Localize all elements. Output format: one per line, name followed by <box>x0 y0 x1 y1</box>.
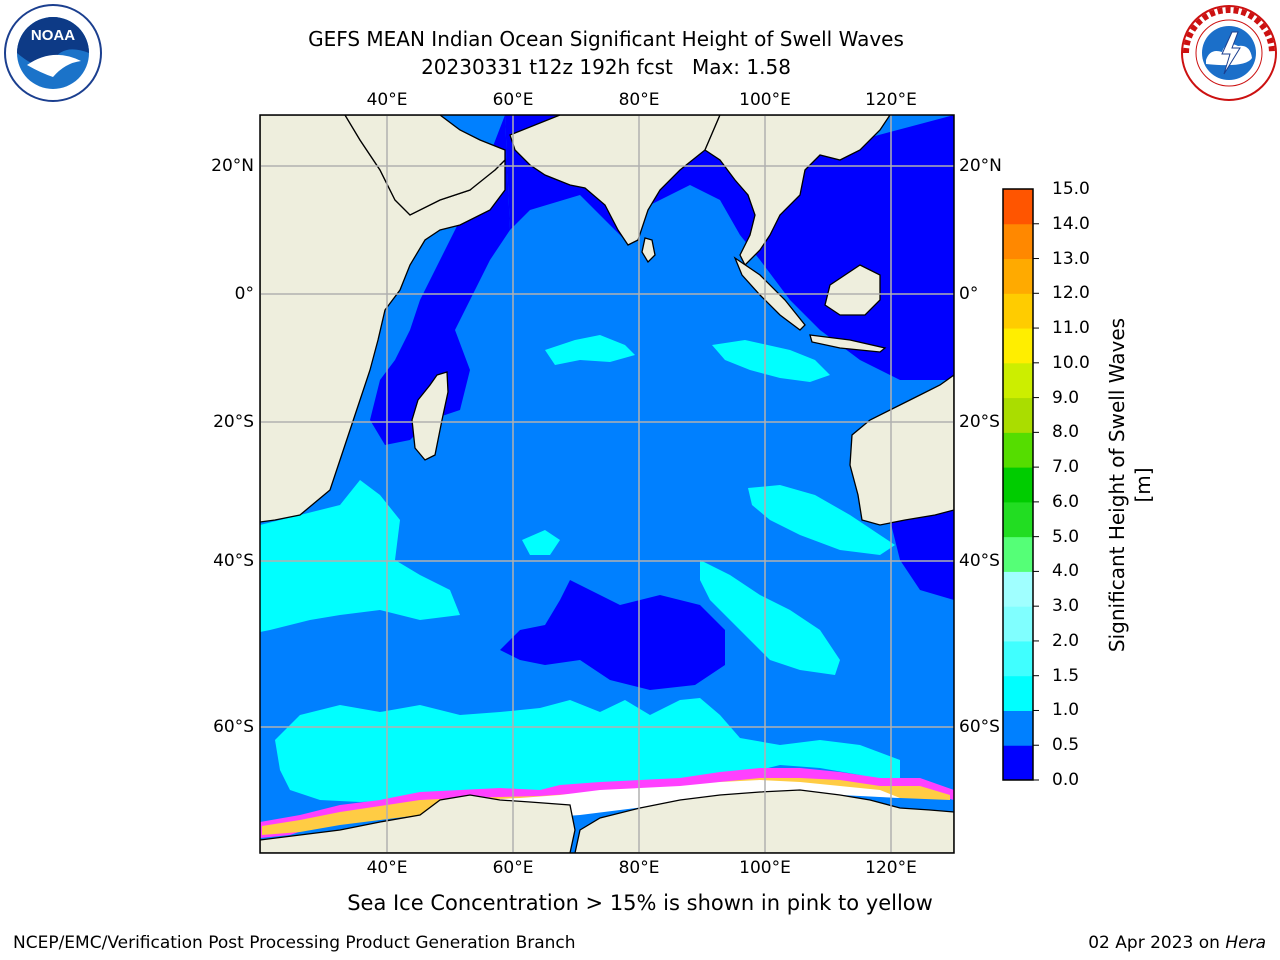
colorbar <box>1003 189 1039 781</box>
footer-machine: Hera <box>1225 933 1266 953</box>
colorbar-swatch <box>1003 397 1033 433</box>
colorbar-swatch <box>1003 745 1033 781</box>
colorbar-tick-label: 4.0 <box>1052 561 1080 582</box>
footer-credit: NCEP/EMC/Verification Post Processing Pr… <box>13 933 576 953</box>
lon-label-top: 40°E <box>366 90 408 110</box>
footer-date-text: 02 Apr 2023 on <box>1088 933 1226 953</box>
colorbar-swatch <box>1003 501 1033 538</box>
lon-label-bottom: 100°E <box>739 858 791 878</box>
colorbar-swatch <box>1003 223 1033 260</box>
sea-ice-note: Sea Ice Concentration > 15% is shown in … <box>0 891 1280 915</box>
colorbar-tick-label: 7.0 <box>1052 457 1080 478</box>
colorbar-swatch <box>1003 189 1033 225</box>
sea-ice-note-text: Sea Ice Concentration > 15% is shown in … <box>347 891 933 915</box>
antarctica-land <box>260 794 576 853</box>
swell-band-1.0-1.5 <box>260 335 900 802</box>
colorbar-tick-label: 3.0 <box>1052 596 1080 617</box>
lat-label-right: 40°S <box>959 551 1000 571</box>
lat-label-right: 0° <box>959 284 979 304</box>
colorbar-swatch <box>1003 640 1033 677</box>
colorbar-tick-label: 1.5 <box>1052 665 1080 686</box>
colorbar-swatch <box>1003 328 1033 364</box>
sri-lanka-land <box>641 237 656 264</box>
lon-label-top: 60°E <box>492 90 534 110</box>
colorbar-tick-label: 5.0 <box>1052 526 1080 547</box>
noaa-logo-text: NOAA <box>31 27 75 44</box>
colorbar-swatch <box>1003 571 1033 607</box>
colorbar-swatch <box>1003 710 1033 746</box>
colorbar-tick-label: 1.0 <box>1052 700 1080 721</box>
lat-label-left: 20°S <box>213 412 254 432</box>
lat-label-right: 60°S <box>959 717 1000 737</box>
lon-label-bottom: 40°E <box>366 858 408 878</box>
nws-logo <box>1180 4 1278 102</box>
colorbar-tick-label: 6.0 <box>1052 491 1080 512</box>
lat-label-left: 0° <box>234 284 254 304</box>
colorbar-swatch <box>1003 606 1033 642</box>
colorbar-swatch <box>1003 362 1033 399</box>
colorbar-tick-label: 15.0 <box>1052 179 1090 199</box>
colorbar-tick-label: 8.0 <box>1052 422 1080 443</box>
colorbar-swatch <box>1003 467 1033 503</box>
java-land <box>809 334 887 353</box>
lon-label-top: 100°E <box>739 90 791 110</box>
map-title: GEFS MEAN Indian Ocean Significant Heigh… <box>308 27 904 51</box>
colorbar-tick-label: 14.0 <box>1052 213 1090 234</box>
graticule <box>260 115 954 853</box>
lat-label-left: 60°S <box>213 717 254 737</box>
colorbar-tick-label: 10.0 <box>1052 352 1090 373</box>
footer-date: 02 Apr 2023 on Hera <box>1088 933 1266 953</box>
colorbar-swatch <box>1003 536 1033 572</box>
colorbar-tick-label: 2.0 <box>1052 630 1080 651</box>
lon-label-bottom: 60°E <box>492 858 534 878</box>
colorbar-title: Significant Height of Swell Waves [m] <box>1105 317 1155 653</box>
colorbar-tick-label: 11.0 <box>1052 318 1090 339</box>
lat-label-right: 20°S <box>959 412 1000 432</box>
colorbar-tick-label: 0.5 <box>1052 735 1080 756</box>
borneo-land <box>824 264 881 316</box>
colorbar-tick-label: 13.0 <box>1052 248 1090 269</box>
colorbar-tick-label: 12.0 <box>1052 283 1090 304</box>
madagascar-land <box>411 371 449 461</box>
lon-label-top: 120°E <box>865 90 917 110</box>
map-subtitle: 20230331 t12z 192h fcst Max: 1.58 <box>421 55 791 79</box>
colorbar-swatch <box>1003 675 1033 711</box>
lat-label-right: 20°N <box>959 156 1002 176</box>
colorbar-tick-label: 9.0 <box>1052 387 1080 408</box>
australia-land <box>849 374 954 526</box>
colorbar-frame <box>1002 188 1034 781</box>
noaa-logo: NOAA <box>3 3 103 103</box>
colorbar-swatch <box>1003 258 1033 294</box>
lat-label-left: 40°S <box>213 551 254 571</box>
lon-label-bottom: 120°E <box>865 858 917 878</box>
arabia-land <box>344 115 506 216</box>
lon-label-top: 80°E <box>618 90 660 110</box>
lat-label-left: 20°N <box>211 156 254 176</box>
map-frame <box>259 114 955 854</box>
colorbar-swatch <box>1003 293 1033 329</box>
colorbar-swatch <box>1003 432 1033 468</box>
lon-label-bottom: 80°E <box>618 858 660 878</box>
india-land <box>509 115 721 246</box>
colorbar-tick-label: 0.0 <box>1052 770 1080 790</box>
